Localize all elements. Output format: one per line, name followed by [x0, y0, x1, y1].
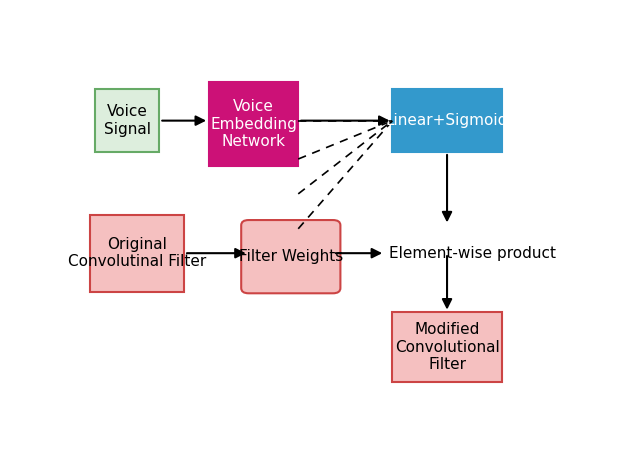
Text: Modified
Convolutional
Filter: Modified Convolutional Filter [395, 323, 499, 372]
FancyBboxPatch shape [392, 313, 502, 382]
Text: Filter Weights: Filter Weights [239, 249, 343, 264]
FancyBboxPatch shape [90, 215, 184, 292]
Text: Original
Convolutinal Filter: Original Convolutinal Filter [68, 237, 206, 270]
Text: Voice
Signal: Voice Signal [104, 105, 150, 137]
FancyBboxPatch shape [241, 220, 340, 293]
Text: Element-wise product: Element-wise product [389, 246, 556, 260]
FancyBboxPatch shape [209, 82, 298, 166]
Text: Linear+Sigmoid: Linear+Sigmoid [386, 113, 508, 128]
Text: Voice
Embedding
Network: Voice Embedding Network [210, 99, 297, 149]
FancyBboxPatch shape [95, 89, 159, 152]
FancyBboxPatch shape [392, 89, 502, 152]
